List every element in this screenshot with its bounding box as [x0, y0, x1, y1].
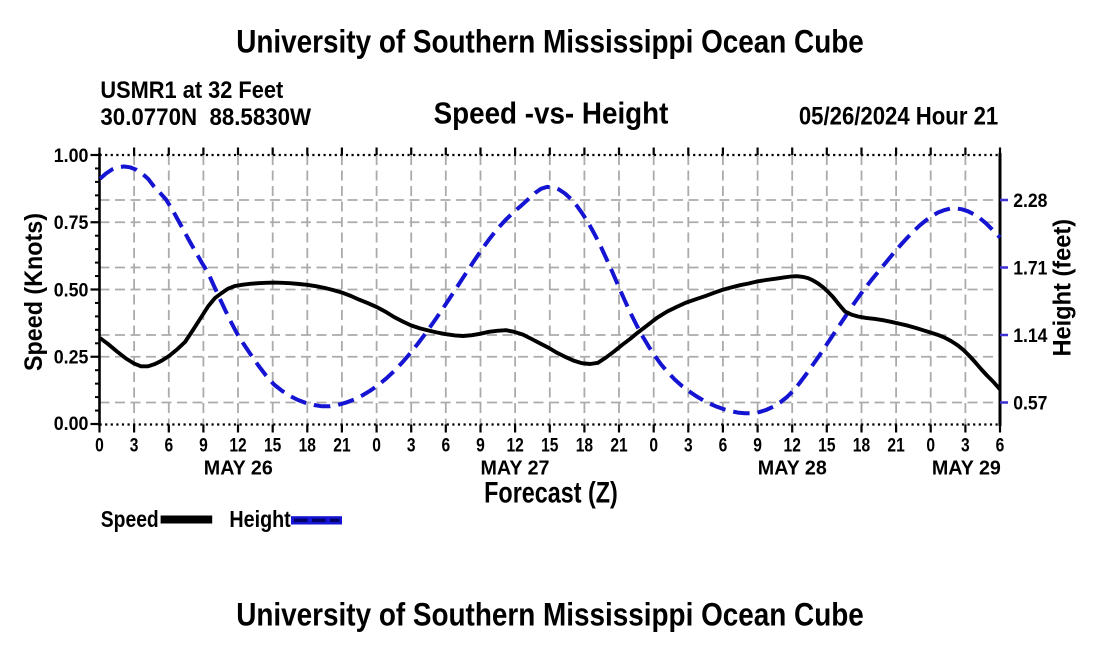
svg-text:15: 15: [541, 434, 559, 456]
svg-text:18: 18: [299, 434, 317, 456]
svg-text:MAY 29: MAY 29: [932, 458, 1001, 480]
svg-text:9: 9: [199, 434, 208, 456]
svg-text:0: 0: [926, 434, 935, 456]
svg-text:Speed (Knots): Speed (Knots): [20, 213, 48, 371]
svg-text:30.0770N 88.5830W: 30.0770N 88.5830W: [100, 103, 312, 130]
svg-text:3: 3: [407, 434, 416, 456]
svg-text:6: 6: [164, 434, 173, 456]
svg-text:Height (feet): Height (feet): [1049, 219, 1077, 357]
svg-text:21: 21: [333, 434, 351, 456]
svg-text:05/26/2024 Hour 21: 05/26/2024 Hour 21: [799, 102, 998, 131]
svg-text:15: 15: [818, 434, 836, 456]
svg-text:12: 12: [229, 434, 246, 456]
svg-text:9: 9: [753, 434, 762, 456]
svg-text:18: 18: [576, 434, 594, 456]
svg-text:1.14: 1.14: [1013, 324, 1048, 346]
svg-text:15: 15: [264, 434, 282, 456]
svg-text:21: 21: [610, 434, 628, 456]
svg-text:2.28: 2.28: [1013, 189, 1047, 211]
svg-text:6: 6: [996, 434, 1005, 456]
svg-text:University of Southern Mississ: University of Southern Mississippi Ocean…: [236, 24, 864, 59]
svg-text:3: 3: [130, 434, 139, 456]
svg-text:0: 0: [372, 434, 381, 456]
svg-text:Height: Height: [229, 507, 290, 533]
svg-text:0: 0: [649, 434, 658, 456]
svg-text:21: 21: [887, 434, 905, 456]
svg-text:MAY 28: MAY 28: [758, 458, 827, 480]
svg-text:Speed -vs- Height: Speed -vs- Height: [434, 96, 669, 131]
svg-text:12: 12: [506, 434, 523, 456]
svg-text:6: 6: [442, 434, 451, 456]
svg-text:0.57: 0.57: [1013, 391, 1047, 413]
svg-text:3: 3: [684, 434, 693, 456]
svg-text:MAY 27: MAY 27: [481, 458, 550, 480]
svg-text:0.50: 0.50: [54, 278, 89, 300]
svg-text:18: 18: [853, 434, 871, 456]
svg-text:USMR1 at 32 Feet: USMR1 at 32 Feet: [100, 76, 283, 103]
svg-text:6: 6: [719, 434, 728, 456]
svg-text:0: 0: [95, 434, 104, 456]
svg-text:Forecast (Z): Forecast (Z): [484, 476, 618, 509]
svg-text:3: 3: [961, 434, 970, 456]
svg-text:0.25: 0.25: [54, 346, 89, 368]
svg-text:Speed: Speed: [101, 508, 159, 533]
svg-text:University of Southern Mississ: University of Southern Mississippi Ocean…: [236, 598, 864, 633]
svg-text:MAY 26: MAY 26: [204, 458, 273, 480]
svg-text:12: 12: [784, 434, 801, 456]
svg-text:0.75: 0.75: [54, 211, 89, 233]
svg-text:9: 9: [476, 434, 485, 456]
svg-text:0.00: 0.00: [54, 412, 89, 434]
svg-text:1.00: 1.00: [54, 144, 89, 166]
svg-text:1.71: 1.71: [1013, 256, 1047, 278]
